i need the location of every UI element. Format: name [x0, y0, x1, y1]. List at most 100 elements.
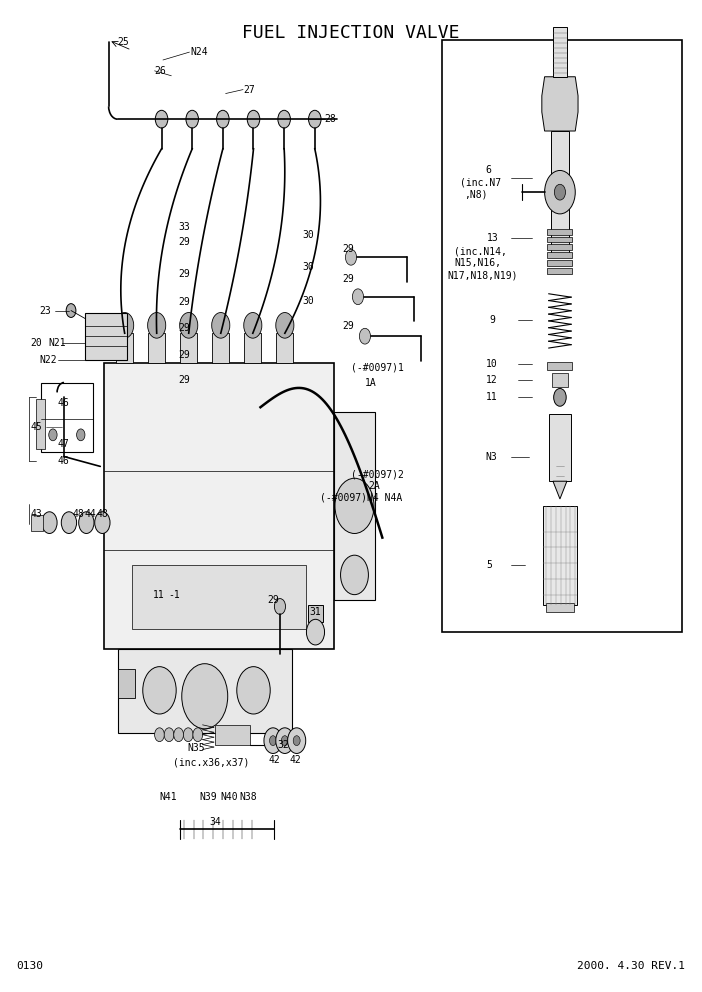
Bar [131, 565, 306, 629]
Text: (-#0097)N4 N4A: (-#0097)N4 N4A [319, 493, 402, 503]
Circle shape [174, 728, 183, 742]
Text: 27: 27 [243, 84, 255, 94]
Text: FUEL INJECTION VALVE: FUEL INJECTION VALVE [242, 25, 460, 43]
Circle shape [340, 556, 369, 594]
Bar [549, 414, 571, 481]
Text: 29: 29 [343, 244, 355, 254]
Bar [37, 400, 44, 448]
Text: 30: 30 [303, 229, 314, 240]
Circle shape [352, 289, 364, 305]
Text: (inc.x36,x37): (inc.x36,x37) [173, 757, 250, 768]
Text: 42: 42 [269, 755, 281, 766]
Text: N40: N40 [220, 792, 238, 802]
Text: 33: 33 [178, 221, 190, 232]
Circle shape [48, 429, 57, 440]
Text: 29: 29 [178, 375, 190, 385]
Circle shape [147, 312, 166, 338]
Text: 29: 29 [343, 274, 355, 284]
Circle shape [545, 171, 575, 214]
Circle shape [116, 312, 133, 338]
Text: (-#0097)1: (-#0097)1 [351, 363, 404, 373]
Bar [548, 229, 572, 234]
Text: 48: 48 [97, 509, 109, 519]
Text: -1: -1 [168, 589, 180, 599]
Text: 45: 45 [31, 422, 42, 432]
Circle shape [307, 619, 324, 645]
Text: (inc.N7: (inc.N7 [461, 178, 501, 187]
Text: N38: N38 [239, 792, 257, 802]
Circle shape [293, 736, 300, 746]
Bar [548, 268, 572, 274]
Text: 1A: 1A [365, 378, 377, 388]
Text: N3: N3 [485, 451, 497, 461]
Text: 29: 29 [343, 321, 355, 331]
Text: 46: 46 [57, 456, 69, 466]
Bar [552, 373, 569, 388]
Text: 11: 11 [486, 393, 498, 403]
Bar [548, 244, 572, 250]
Bar [244, 333, 261, 363]
Text: 13: 13 [486, 232, 498, 243]
Circle shape [237, 667, 270, 714]
Circle shape [42, 512, 57, 534]
Circle shape [212, 312, 230, 338]
Text: 2A: 2A [369, 481, 380, 491]
Circle shape [193, 728, 203, 742]
Circle shape [264, 728, 282, 754]
Circle shape [154, 728, 164, 742]
Text: 2000. 4.30 REV.1: 2000. 4.30 REV.1 [577, 961, 685, 971]
Text: N21: N21 [48, 338, 66, 348]
Text: 29: 29 [178, 237, 190, 247]
Circle shape [359, 328, 371, 344]
Bar [548, 252, 572, 258]
Circle shape [555, 185, 566, 200]
Bar [543, 506, 576, 604]
Circle shape [77, 429, 85, 440]
Text: 28: 28 [324, 114, 336, 124]
Circle shape [183, 728, 193, 742]
Bar [546, 602, 574, 612]
Bar [548, 260, 572, 266]
Circle shape [288, 728, 306, 754]
Text: 26: 26 [154, 65, 166, 75]
Text: 34: 34 [209, 816, 221, 826]
Bar [118, 669, 135, 698]
Circle shape [554, 389, 567, 407]
Circle shape [278, 110, 291, 128]
Bar [31, 515, 43, 531]
Circle shape [155, 110, 168, 128]
Bar [553, 28, 567, 76]
Bar [213, 333, 229, 363]
Circle shape [308, 110, 321, 128]
Text: 32: 32 [277, 740, 289, 750]
Text: 46: 46 [57, 398, 69, 409]
Bar [307, 604, 323, 622]
Bar [277, 333, 293, 363]
Circle shape [276, 312, 294, 338]
Bar [442, 41, 682, 632]
Circle shape [270, 736, 277, 746]
Text: 48: 48 [72, 509, 84, 519]
Text: N22: N22 [39, 355, 57, 365]
Circle shape [79, 512, 94, 534]
Circle shape [276, 728, 294, 754]
Polygon shape [542, 76, 578, 131]
Text: 29: 29 [267, 594, 279, 604]
Circle shape [182, 664, 227, 729]
Text: 20: 20 [31, 338, 42, 348]
Polygon shape [553, 481, 567, 499]
Bar [551, 131, 569, 254]
Circle shape [247, 110, 260, 128]
Circle shape [143, 667, 176, 714]
Circle shape [61, 512, 77, 534]
Text: 29: 29 [178, 269, 190, 279]
Bar [104, 363, 333, 649]
Text: ,N8): ,N8) [465, 189, 488, 199]
Text: 29: 29 [178, 323, 190, 333]
Circle shape [282, 736, 289, 746]
Bar [118, 649, 292, 733]
Text: 9: 9 [489, 315, 495, 325]
Text: 30: 30 [303, 296, 314, 306]
Text: 25: 25 [118, 38, 129, 48]
Circle shape [95, 512, 110, 534]
